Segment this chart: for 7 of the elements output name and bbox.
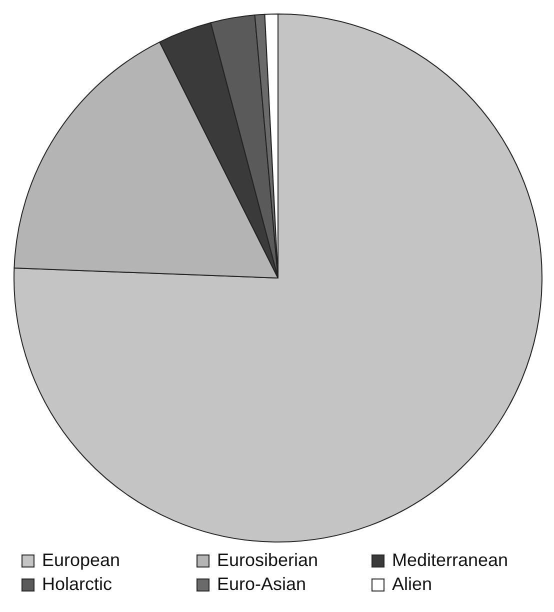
legend-label: Alien <box>392 574 432 594</box>
legend-label: Holarctic <box>42 574 112 594</box>
pie-slice <box>14 14 542 542</box>
legend-label: Euro-Asian <box>217 574 306 594</box>
legend-label: European <box>42 550 120 570</box>
legend-label: Mediterranean <box>392 550 508 570</box>
legend-label: Eurosiberian <box>217 550 318 570</box>
